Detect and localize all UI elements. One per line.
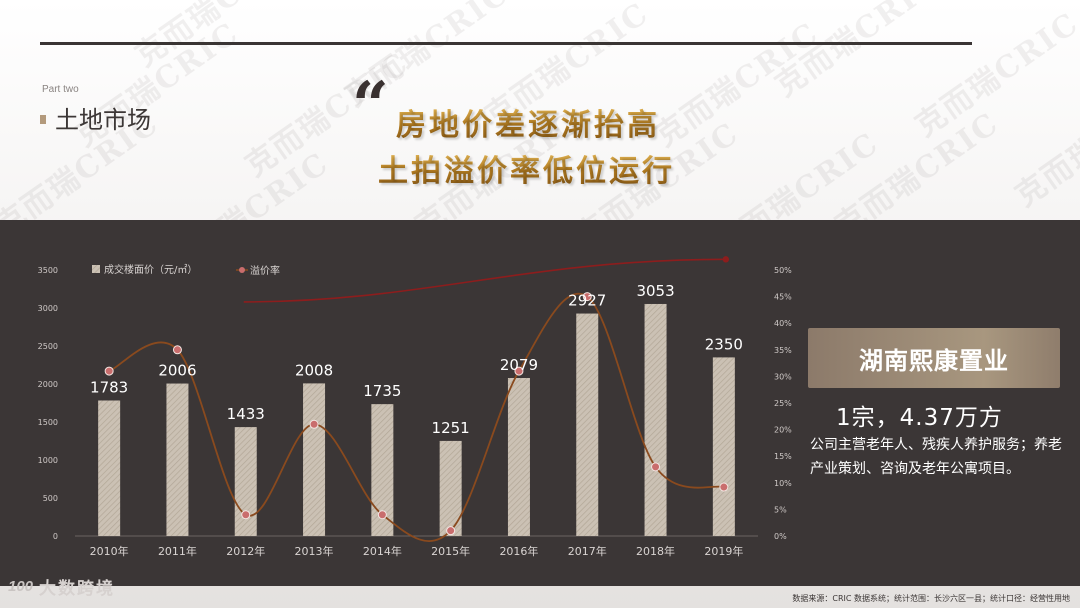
y-left-tick-label: 1000 xyxy=(38,456,58,465)
y-right-tick-label: 40% xyxy=(774,319,792,328)
bar xyxy=(644,303,667,536)
y-left-tick-label: 3000 xyxy=(38,304,58,313)
x-tick-label: 2012年 xyxy=(226,544,265,558)
y-right-tick-label: 35% xyxy=(774,346,792,355)
x-tick-label: 2015年 xyxy=(431,544,470,558)
quote-mark: “ xyxy=(352,68,389,143)
watermark-text: 克而瑞CRIC xyxy=(909,5,1080,144)
watermark-text: 克而瑞CRIC xyxy=(769,0,946,104)
company-name: 湖南熙康置业 xyxy=(859,346,1009,375)
bar xyxy=(98,400,121,536)
watermark-text: 克而瑞CRIC xyxy=(709,125,886,225)
bar xyxy=(576,313,599,536)
bar-value-label: 1251 xyxy=(432,419,470,437)
y-right-tick-label: 30% xyxy=(774,372,792,381)
y-right-tick-label: 0% xyxy=(774,532,787,541)
bar-value-label: 2079 xyxy=(500,356,538,374)
bar-value-label: 2927 xyxy=(568,292,606,310)
premium-rate-point xyxy=(582,292,592,302)
legend-line-label: 溢价率 xyxy=(250,264,280,277)
y-left-tick-label: 500 xyxy=(43,494,58,503)
x-tick-label: 2016年 xyxy=(499,544,538,558)
y-right-tick-label: 15% xyxy=(774,452,792,461)
company-description: 公司主营老年人、残疾人养护服务；养老产业策划、咨询及老年公寓项目。 xyxy=(810,437,1062,477)
logo-icon: 100 xyxy=(8,578,34,595)
bar xyxy=(303,383,326,536)
watermark-text: 克而瑞CRIC xyxy=(829,105,1006,225)
bar xyxy=(507,377,530,536)
premium-rate-point xyxy=(309,419,319,429)
y-right-tick-label: 5% xyxy=(774,505,787,514)
bar xyxy=(166,383,189,536)
bar xyxy=(371,404,394,536)
x-tick-label: 2010年 xyxy=(90,544,129,558)
premium-rate-point xyxy=(172,345,182,355)
headline-line-2: 土拍溢价率低位运行 xyxy=(378,146,675,190)
company-stat: 1宗，4.37万方 xyxy=(836,405,1003,431)
watermark-text: 克而瑞CRIC xyxy=(1009,75,1080,214)
legend-bar-swatch xyxy=(92,265,100,273)
y-right-tick-label: 20% xyxy=(774,426,792,435)
y-right-tick-label: 45% xyxy=(774,293,792,302)
y-left-tick-label: 2000 xyxy=(38,380,58,389)
footer-logo: 100 大数跨境 xyxy=(8,574,115,599)
legend-bar-label: 成交楼面价（元/㎡） xyxy=(104,263,197,276)
y-left-tick-label: 2500 xyxy=(38,342,58,351)
bar-value-label: 1783 xyxy=(90,378,128,396)
y-left-tick-label: 0 xyxy=(53,532,58,541)
x-tick-label: 2013年 xyxy=(295,544,334,558)
section-title: 土地市场 xyxy=(55,106,151,134)
x-tick-label: 2017年 xyxy=(568,544,607,558)
x-tick-label: 2011年 xyxy=(158,544,197,558)
premium-rate-point xyxy=(719,482,729,492)
trend-arrow xyxy=(243,256,730,303)
bar-value-label: 2006 xyxy=(158,362,196,380)
y-right-tick-label: 25% xyxy=(774,399,792,408)
data-source: 数据来源：CRIC 数据系统；统计范围：长沙六区一县；统计口径：经营性用地 xyxy=(792,594,1070,603)
bar-value-label: 3053 xyxy=(636,282,674,300)
x-tick-label: 2018年 xyxy=(636,544,675,558)
premium-rate-line xyxy=(108,292,725,543)
bar-value-label: 1433 xyxy=(227,405,265,423)
legend-line-marker xyxy=(239,267,245,273)
premium-rate-point xyxy=(104,366,114,376)
watermark-text: 克而瑞CRIC xyxy=(159,145,336,225)
x-tick-label: 2019年 xyxy=(704,544,743,558)
legend: 成交楼面价（元/㎡） 溢价率 xyxy=(92,263,280,277)
logo-text: 大数跨境 xyxy=(39,579,116,599)
headline-line-1: 房地价差逐渐抬高 xyxy=(396,100,660,144)
bar xyxy=(439,440,462,536)
premium-rate-point xyxy=(377,510,387,520)
part-label: Part two xyxy=(42,84,79,95)
x-tick-label: 2014年 xyxy=(363,544,402,558)
chart: 成交楼面价（元/㎡） 溢价率 0 500 1000 1500 2000 2500 3000 3… xyxy=(38,256,792,558)
premium-rate-point xyxy=(446,526,456,536)
premium-rate-point xyxy=(241,510,251,520)
top-divider xyxy=(40,42,972,45)
company-name-box: 湖南熙康置业 xyxy=(808,328,1060,388)
bar-value-label: 2350 xyxy=(705,335,743,353)
bar-value-label: 1735 xyxy=(363,382,401,400)
premium-rate-point xyxy=(514,366,524,376)
section-heading: 土地市场 xyxy=(40,100,151,135)
y-right-tick-label: 10% xyxy=(774,479,792,488)
y-right-tick-label: 50% xyxy=(774,266,792,275)
y-left-tick-label: 3500 xyxy=(38,266,58,275)
y-left-tick-label: 1500 xyxy=(38,418,58,427)
bar-value-label: 2008 xyxy=(295,361,333,379)
bar xyxy=(234,427,257,536)
premium-rate-point xyxy=(651,462,661,472)
watermark-text: 克而瑞CRIC xyxy=(649,15,826,154)
bar xyxy=(712,357,735,536)
watermark-text: 克而瑞CRIC xyxy=(129,0,306,74)
section-bullet xyxy=(40,114,46,124)
